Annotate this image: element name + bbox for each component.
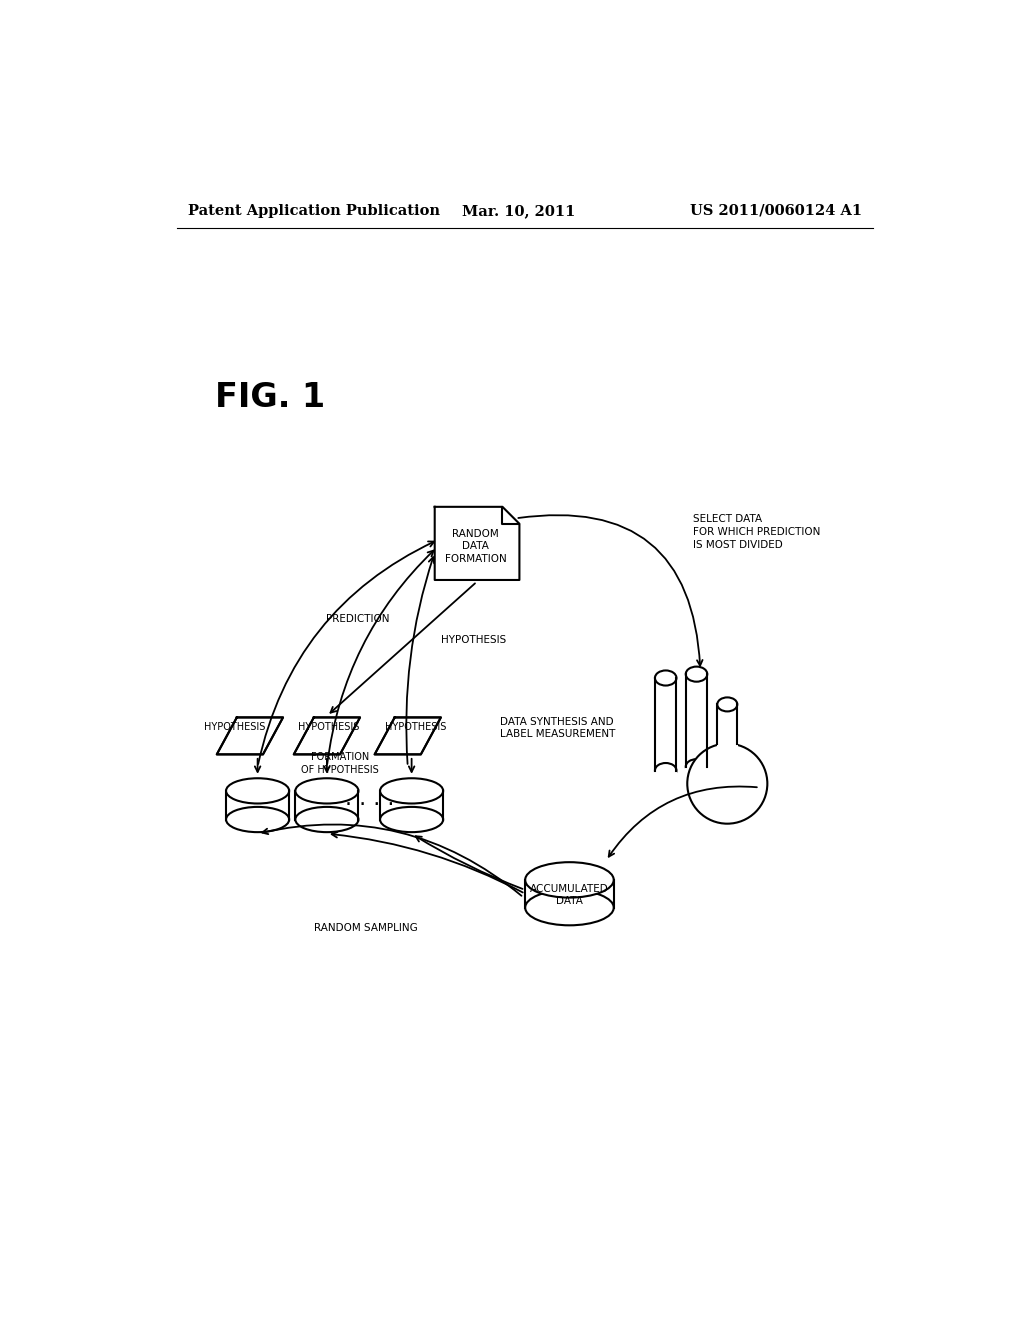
- Ellipse shape: [295, 779, 358, 804]
- Text: DATA SYNTHESIS AND
LABEL MEASUREMENT: DATA SYNTHESIS AND LABEL MEASUREMENT: [500, 717, 615, 739]
- Ellipse shape: [717, 697, 737, 711]
- Text: ACCUMULATED
DATA: ACCUMULATED DATA: [530, 884, 609, 907]
- FancyBboxPatch shape: [654, 771, 677, 780]
- Ellipse shape: [687, 743, 767, 824]
- FancyBboxPatch shape: [380, 791, 443, 832]
- Ellipse shape: [295, 807, 358, 832]
- FancyBboxPatch shape: [685, 767, 708, 776]
- Polygon shape: [435, 507, 519, 579]
- Text: FIG. 1: FIG. 1: [215, 380, 326, 413]
- Polygon shape: [375, 718, 441, 755]
- Text: Mar. 10, 2011: Mar. 10, 2011: [462, 203, 575, 218]
- FancyBboxPatch shape: [295, 791, 358, 832]
- Ellipse shape: [226, 779, 289, 804]
- Ellipse shape: [655, 763, 677, 777]
- FancyBboxPatch shape: [525, 880, 613, 925]
- FancyBboxPatch shape: [717, 742, 738, 750]
- Polygon shape: [217, 718, 283, 755]
- Text: Patent Application Publication: Patent Application Publication: [188, 203, 440, 218]
- Ellipse shape: [380, 807, 443, 832]
- Text: FORMATION
OF HYPOTHESIS: FORMATION OF HYPOTHESIS: [301, 752, 379, 775]
- Ellipse shape: [380, 779, 443, 804]
- Text: RANDOM
DATA
FORMATION: RANDOM DATA FORMATION: [444, 529, 507, 564]
- Text: HYPOTHESIS: HYPOTHESIS: [204, 722, 265, 731]
- Text: HYPOTHESIS: HYPOTHESIS: [440, 635, 506, 644]
- Ellipse shape: [686, 667, 708, 681]
- Ellipse shape: [226, 807, 289, 832]
- FancyBboxPatch shape: [226, 791, 289, 832]
- Text: HYPOTHESIS: HYPOTHESIS: [385, 722, 446, 731]
- Text: HYPOTHESIS: HYPOTHESIS: [298, 722, 359, 731]
- Ellipse shape: [686, 759, 708, 775]
- Ellipse shape: [655, 671, 677, 685]
- Polygon shape: [294, 718, 360, 755]
- Text: SELECT DATA
FOR WHICH PREDICTION
IS MOST DIVIDED: SELECT DATA FOR WHICH PREDICTION IS MOST…: [692, 513, 820, 549]
- FancyBboxPatch shape: [717, 705, 737, 743]
- FancyBboxPatch shape: [686, 675, 708, 767]
- Text: US 2011/0060124 A1: US 2011/0060124 A1: [690, 203, 862, 218]
- Ellipse shape: [525, 862, 613, 898]
- Text: PREDICTION: PREDICTION: [326, 614, 389, 624]
- Ellipse shape: [525, 890, 613, 925]
- Text: · · · ·: · · · ·: [344, 795, 394, 816]
- FancyBboxPatch shape: [655, 678, 677, 771]
- Text: RANDOM SAMPLING: RANDOM SAMPLING: [313, 924, 418, 933]
